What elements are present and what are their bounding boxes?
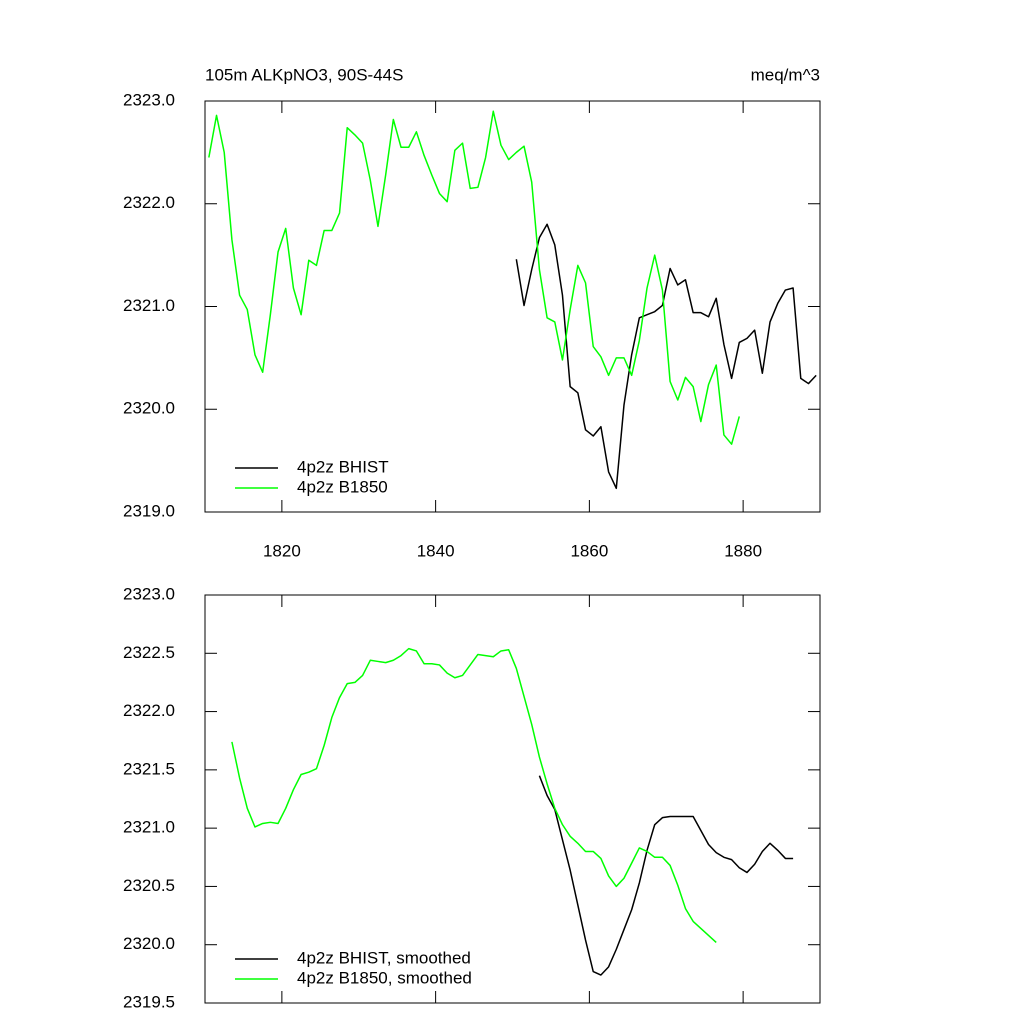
legend-label: 4p2z B1850, smoothed <box>297 968 472 987</box>
data-line <box>515 223 817 490</box>
y-tick-label: 2320.5 <box>123 876 175 895</box>
data-line <box>208 110 741 445</box>
chart-title: 105m ALKpNO3, 90S-44S <box>205 65 403 84</box>
y-tick-label: 2323.0 <box>123 584 175 603</box>
legend-label: 4p2z B1850 <box>297 477 388 496</box>
units-label: meq/m^3 <box>751 65 820 84</box>
y-tick-label: 2320.0 <box>123 399 175 418</box>
legend-label: 4p2z BHIST <box>297 457 389 476</box>
y-tick-label: 2322.0 <box>123 193 175 212</box>
y-tick-label: 2319.5 <box>123 992 175 1011</box>
y-tick-label: 2321.5 <box>123 759 175 778</box>
x-tick-label: 1880 <box>724 541 762 560</box>
plot-frame <box>204 100 821 513</box>
y-tick-label: 2322.0 <box>123 701 175 720</box>
y-tick-label: 2321.0 <box>123 296 175 315</box>
x-tick-label: 1820 <box>263 541 301 560</box>
plot-frame <box>204 594 821 1004</box>
data-line <box>231 647 717 943</box>
x-tick-label: 1840 <box>417 541 455 560</box>
x-tick-label: 1860 <box>570 541 608 560</box>
y-tick-label: 2321.0 <box>123 818 175 837</box>
y-tick-label: 2319.0 <box>123 501 175 520</box>
legend-label: 4p2z BHIST, smoothed <box>297 948 471 967</box>
y-tick-label: 2323.0 <box>123 90 175 109</box>
y-tick-label: 2320.0 <box>123 934 175 953</box>
data-line <box>538 775 794 976</box>
y-tick-label: 2322.5 <box>123 643 175 662</box>
